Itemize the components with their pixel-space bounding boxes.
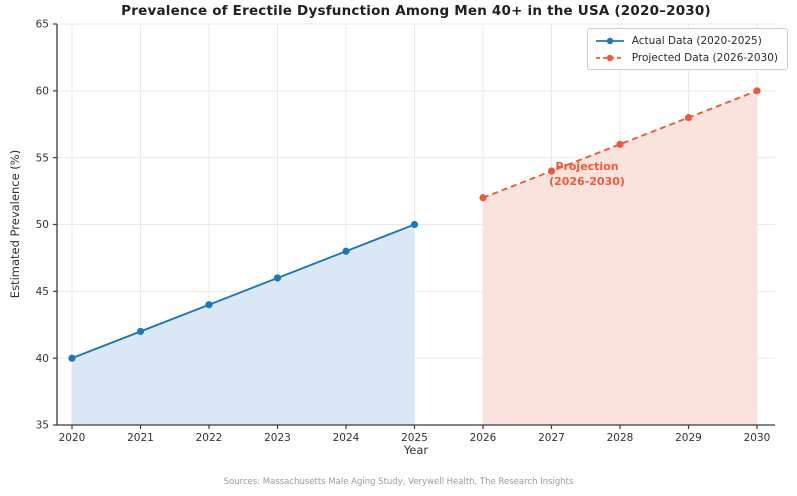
svg-text:40: 40 (36, 353, 49, 365)
svg-text:55: 55 (36, 152, 49, 164)
svg-text:2026: 2026 (470, 432, 497, 444)
svg-text:2027: 2027 (538, 432, 565, 444)
svg-text:65: 65 (36, 19, 49, 31)
projection-annotation-line1: Projection (555, 160, 619, 173)
actual-line-sample-icon (595, 37, 624, 44)
svg-text:2025: 2025 (401, 432, 428, 444)
legend-label-actual: Actual Data (2020-2025) (631, 34, 762, 47)
svg-text:2030: 2030 (744, 432, 771, 444)
legend: Actual Data (2020-2025) Projected Data (… (586, 28, 788, 70)
svg-text:2024: 2024 (333, 432, 360, 444)
source-note: Sources: Massachusetts Male Aging Study,… (223, 477, 574, 487)
projected-line-sample-icon (595, 54, 624, 61)
y-axis-label: Estimated Prevalence (%) (8, 149, 22, 299)
legend-label-projected: Projected Data (2026-2030) (631, 51, 778, 64)
legend-item-projected: Projected Data (2026-2030) (595, 50, 778, 65)
svg-text:2020: 2020 (59, 432, 86, 444)
projection-annotation: Projection (2026-2030) (549, 160, 625, 190)
svg-text:50: 50 (36, 219, 49, 231)
projection-annotation-line2: (2026-2030) (549, 174, 625, 188)
svg-text:2028: 2028 (607, 432, 634, 444)
svg-text:60: 60 (36, 86, 49, 98)
chart-title: Prevalence of Erectile Dysfunction Among… (121, 3, 711, 19)
svg-text:2022: 2022 (196, 432, 223, 444)
svg-text:35: 35 (36, 420, 49, 432)
svg-text:2023: 2023 (264, 432, 291, 444)
svg-text:45: 45 (36, 286, 49, 298)
x-axis-label: Year (403, 443, 429, 457)
legend-item-actual: Actual Data (2020-2025) (595, 33, 778, 48)
svg-text:2029: 2029 (675, 432, 702, 444)
svg-text:2021: 2021 (127, 432, 154, 444)
